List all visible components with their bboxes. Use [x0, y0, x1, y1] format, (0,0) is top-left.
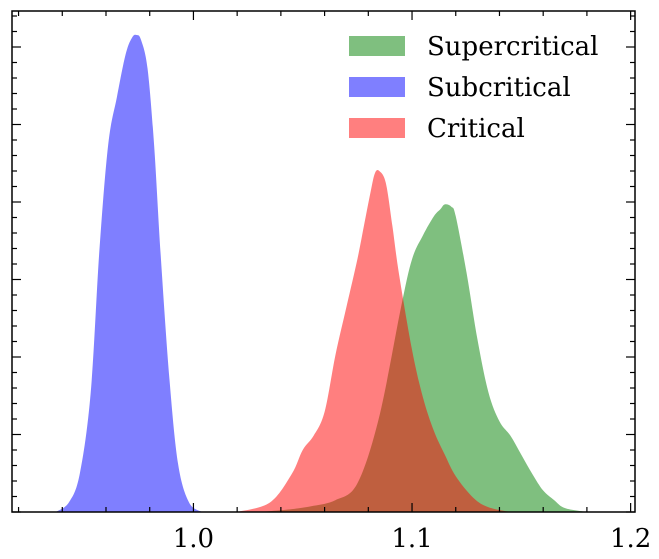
- axis-ticks: [12, 11, 635, 513]
- legend-label-subcritical: Subcritical: [427, 73, 571, 103]
- density-areas: [55, 34, 587, 513]
- legend-swatch-supercritical: [349, 36, 405, 56]
- plot-frame: [11, 10, 636, 513]
- x-tick-label: 1.0: [173, 524, 214, 554]
- x-tick-label: 1.2: [610, 524, 651, 554]
- legend-swatch-critical: [349, 118, 405, 138]
- area-subcritical: [55, 34, 203, 513]
- legend-label-supercritical: Supercritical: [427, 32, 598, 62]
- area-supercritical: [259, 204, 587, 512]
- legend: Supercritical Subcritical Critical: [349, 32, 598, 144]
- area-critical: [237, 170, 511, 513]
- legend-swatch-subcritical: [349, 77, 405, 97]
- x-tick-label: 1.1: [391, 524, 432, 554]
- x-tick-labels: 1.0 1.1 1.2: [173, 524, 652, 554]
- legend-label-critical: Critical: [427, 114, 525, 144]
